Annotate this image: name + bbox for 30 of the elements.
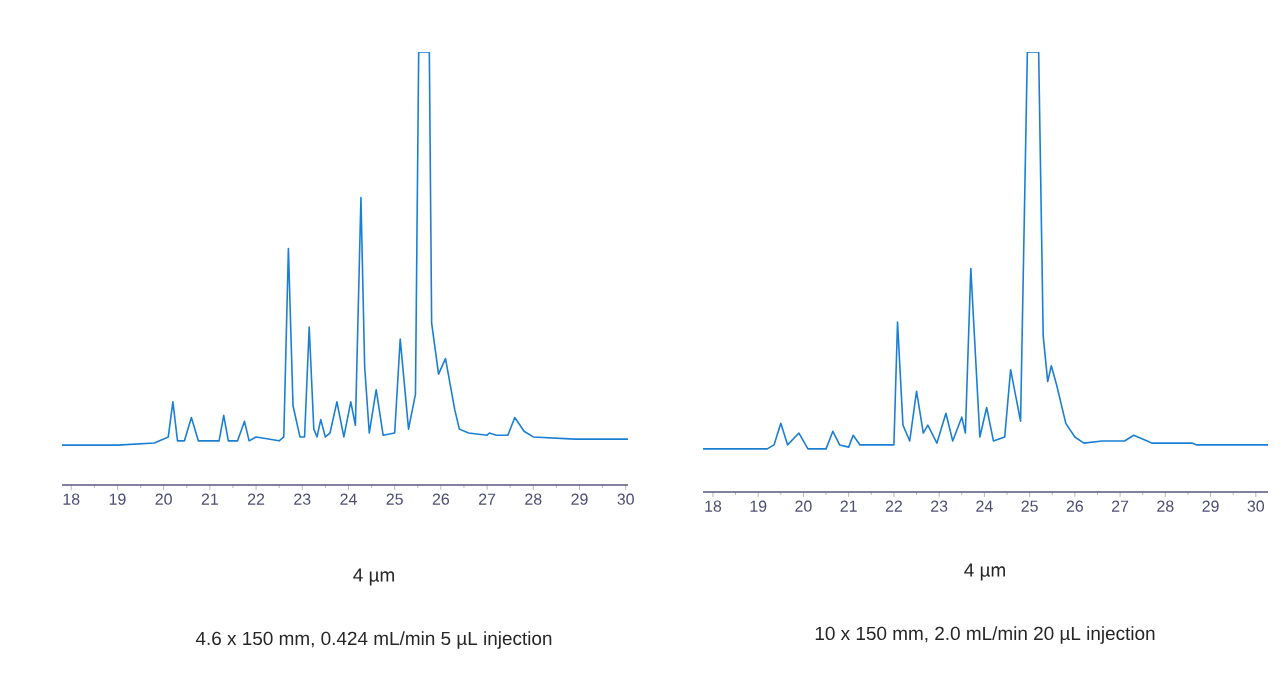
x-tick-label: 21 bbox=[840, 500, 857, 512]
x-tick-label: 24 bbox=[340, 493, 357, 505]
x-tick-label: 20 bbox=[155, 493, 172, 505]
x-tick-label: 18 bbox=[63, 493, 80, 505]
x-tick-label: 27 bbox=[1112, 500, 1129, 512]
x-tick-label: 23 bbox=[294, 493, 311, 505]
text: 4 µm bbox=[964, 563, 1005, 581]
text: 4 µm bbox=[353, 568, 394, 586]
x-tick-label: 22 bbox=[247, 493, 265, 505]
x-tick-label: 23 bbox=[931, 500, 948, 512]
x-tick-label: 30 bbox=[1247, 500, 1265, 512]
x-tick-label: 27 bbox=[479, 493, 496, 505]
x-tick-label: 19 bbox=[109, 493, 126, 505]
x-tick-label: 29 bbox=[571, 493, 588, 505]
x-tick-label: 26 bbox=[432, 493, 450, 505]
x-tick-label: 26 bbox=[1066, 500, 1084, 512]
x-tick-label: 24 bbox=[976, 500, 993, 512]
x-tick-label: 19 bbox=[750, 500, 767, 512]
x-tick-label: 18 bbox=[705, 500, 722, 512]
x-tick-label: 25 bbox=[386, 493, 403, 505]
text: 4.6 x 150 mm, 0.424 mL/min 5 µL injection bbox=[195, 631, 552, 649]
x-tick-label: 25 bbox=[1021, 500, 1038, 512]
x-tick-label: 28 bbox=[525, 493, 542, 505]
x-tick-label: 28 bbox=[1157, 500, 1174, 512]
text: 10 x 150 mm, 2.0 mL/min 20 µL injection bbox=[815, 626, 1155, 644]
x-tick-label: 21 bbox=[201, 493, 218, 505]
x-tick-label: 29 bbox=[1202, 500, 1219, 512]
x-tick-label: 20 bbox=[795, 500, 812, 512]
x-tick-label: 22 bbox=[885, 500, 902, 512]
x-tick-label: 30 bbox=[617, 493, 634, 505]
